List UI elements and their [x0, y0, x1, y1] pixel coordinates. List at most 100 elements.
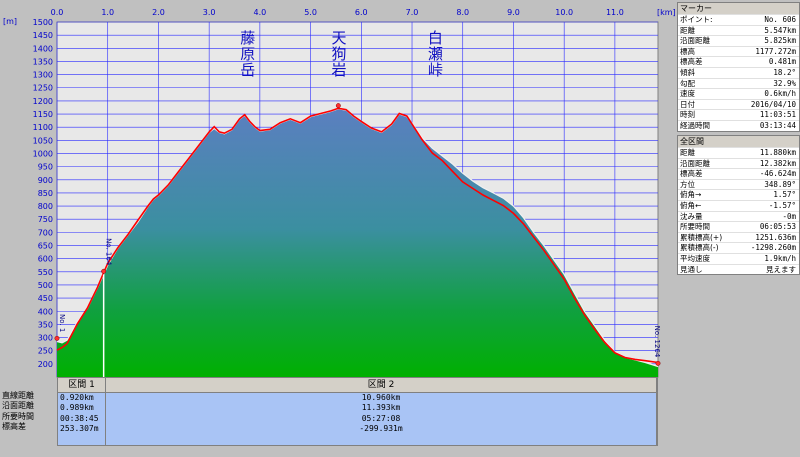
segment-1-straight: 0.920km — [60, 393, 94, 402]
x-tick-label: 5.0 — [304, 8, 317, 17]
x-tick-label: 3.0 — [203, 8, 216, 17]
total-value: 06:05:53 — [759, 222, 796, 232]
y-tick-label: 850 — [38, 189, 53, 198]
x-tick-label: 7.0 — [406, 8, 419, 17]
x-tick-label: 0.0 — [51, 8, 64, 17]
row-label-time: 所要時間 — [2, 411, 34, 421]
total-key: 累積標高(+) — [680, 232, 723, 242]
total-row: 沿面距離 12.382km — [678, 157, 799, 169]
total-key: 沿面距離 — [680, 158, 710, 168]
marker-value: 5.825km — [764, 36, 796, 46]
y-tick-label: 350 — [38, 320, 53, 329]
y-tick-label: 1400 — [33, 44, 53, 53]
total-value: 1.9km/h — [764, 253, 796, 263]
total-key: 標高差 — [680, 169, 703, 179]
y-tick-label: 500 — [38, 281, 53, 290]
y-tick-label: 1050 — [33, 136, 53, 145]
peak-label: 白瀬峠 — [426, 30, 444, 78]
total-row: 所要時間 06:05:53 — [678, 221, 799, 232]
row-label-elev: 標高差 — [2, 422, 26, 432]
marker-key: 時刻 — [680, 110, 695, 120]
track-line — [56, 107, 659, 364]
y-tick-label: 1200 — [33, 97, 53, 106]
marker-row: 勾配 32.9% — [678, 77, 799, 89]
point-marker[interactable] — [54, 335, 60, 341]
point-marker[interactable] — [655, 360, 661, 366]
marker-key: 経過時間 — [680, 120, 710, 130]
total-key: 距離 — [680, 148, 695, 157]
marker-panel-title: マーカー — [678, 3, 799, 14]
y-tick-labels: 200 250 300 350 400 450 500 550 600 650 700 750 800 8… — [33, 18, 53, 369]
x-tick-label: 4.0 — [254, 8, 267, 17]
y-tick-label: 200 — [38, 360, 53, 369]
segment-2-values: 10.960km 11.393km 05:27:08 -299.931m — [106, 393, 657, 445]
total-row: 沈み量 -0m — [678, 210, 799, 222]
y-tick-label: 600 — [38, 255, 53, 264]
y-tick-label: 550 — [38, 268, 53, 277]
total-value: 1.57° — [773, 190, 796, 200]
total-row: 俯角← -1.57° — [678, 199, 799, 211]
y-tick-label: 400 — [38, 307, 53, 316]
x-tick-labels: 0.0 1.0 2.0 3.0 4.0 5.0 6.0 7.0 8.0 9.0 10.0 11.0 — [51, 8, 624, 17]
total-key: 俯角→ — [680, 190, 702, 200]
point-marker[interactable] — [101, 268, 107, 274]
segment-1-surface: 0.989km — [60, 403, 94, 413]
total-key: 俯角← — [680, 200, 702, 210]
marker-row: 傾斜 18.2° — [678, 66, 799, 78]
point-markers: No. 1 No. 164 No. 1264 — [54, 103, 661, 366]
marker-value: 18.2° — [773, 67, 796, 77]
segment-1-elev: 253.307m — [60, 424, 99, 434]
y-unit-label: [m] — [3, 17, 17, 26]
marker-key: 標高 — [680, 46, 695, 56]
segment-1-values: 0.920km 0.989km 00:38:45 253.307m — [58, 393, 106, 445]
x-tick-label: 1.0 — [101, 8, 114, 17]
marker-row: 時刻 11:03:51 — [678, 109, 799, 120]
segment-2-time: 05:27:08 — [361, 413, 401, 423]
y-tick-label: 1150 — [33, 110, 53, 119]
y-tick-label: 650 — [38, 242, 53, 251]
y-tick-label: 800 — [38, 202, 53, 211]
marker-row: 距離 5.547km — [678, 24, 799, 36]
y-tick-label: 250 — [38, 347, 53, 356]
row-label-surface: 沿面距離 — [2, 401, 34, 411]
marker-value: 11:03:51 — [759, 110, 796, 120]
segment-2-surface: 11.393km — [361, 403, 401, 413]
total-row: 距離 11.880km — [678, 147, 799, 158]
marker-key: 標高差 — [680, 57, 703, 67]
total-key: 累積標高(-) — [680, 243, 719, 253]
total-row: 累積標高(+) 1251.636m — [678, 231, 799, 243]
total-value: 見えます — [766, 264, 796, 274]
total-value: -0m — [782, 211, 796, 221]
marker-value: 2016/04/10 — [750, 99, 796, 109]
y-tick-label: 700 — [38, 228, 53, 237]
y-tick-label: 450 — [38, 294, 53, 303]
marker-value: 0.6km/h — [764, 89, 796, 99]
segment-2-header[interactable]: 区間 2 — [106, 378, 657, 392]
segment-1-time: 00:38:45 — [60, 413, 99, 423]
marker-key: 距離 — [680, 25, 695, 35]
peak-label: 天狗岩 — [329, 30, 347, 78]
y-tick-label: 750 — [38, 215, 53, 224]
total-value: 11.880km — [759, 148, 796, 157]
segment-2-straight: 10.960km — [361, 393, 401, 402]
elevation-chart[interactable]: 200 250 300 350 400 450 500 550 600 650 700 750 800 8… — [0, 0, 675, 457]
total-row: 方位 348.89° — [678, 178, 799, 190]
segment-1-header[interactable]: 区間 1 — [58, 378, 106, 392]
marker-key: 傾斜 — [680, 67, 695, 77]
total-row: 俯角→ 1.57° — [678, 189, 799, 200]
marker-value: 03:13:44 — [759, 120, 796, 130]
x-tick-label: 2.0 — [152, 8, 165, 17]
marker-value: 0.481m — [768, 57, 796, 67]
segment-2-elev: -299.931m — [359, 424, 403, 434]
total-row: 標高差 -46.624m — [678, 168, 799, 179]
total-panel-title: 全区間 — [678, 136, 799, 147]
peak-label: 藤原岳 — [238, 30, 256, 78]
point-marker[interactable] — [335, 103, 341, 109]
marker-value: 5.547km — [764, 25, 796, 35]
terrain-area — [57, 108, 658, 378]
total-value: 12.382km — [759, 158, 796, 168]
y-tick-label: 900 — [38, 176, 53, 185]
marker-row: 経過時間 03:13:44 — [678, 119, 799, 131]
total-row: 累積標高(-) -1298.260m — [678, 242, 799, 253]
total-key: 見通し — [680, 264, 703, 274]
